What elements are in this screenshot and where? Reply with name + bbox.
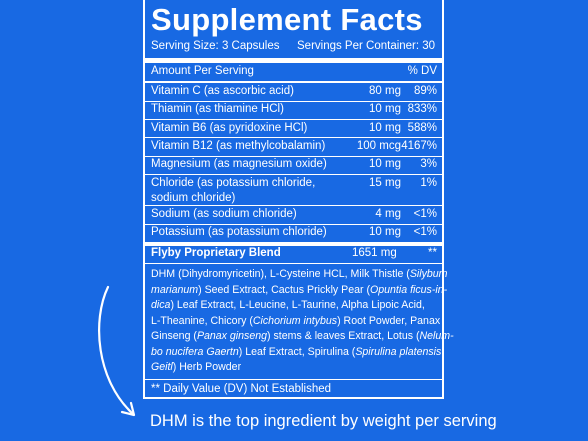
rule	[145, 100, 442, 102]
label-box	[143, 0, 444, 399]
serving-size: Serving Size: 3 Capsules	[151, 40, 280, 52]
nutrient-name: sodium chloride)	[151, 191, 236, 204]
label-title: Supplement Facts	[151, 2, 423, 37]
rule	[145, 263, 442, 265]
ingredient-text: Ginseng (	[151, 330, 197, 343]
caption: DHM is the top ingredient by weight per …	[150, 412, 497, 430]
nutrient-name: Potassium (as potassium chloride)	[151, 226, 327, 239]
rule	[145, 137, 442, 139]
nutrient-amount: 10 mg	[369, 158, 401, 171]
rule	[145, 205, 442, 207]
ingredient-text: DHM (Dihydromyricetin), L-Cysteine HCL, …	[151, 268, 410, 281]
amount-header: Amount Per Serving	[151, 65, 254, 77]
dv-header: % DV	[407, 65, 437, 77]
nutrient-name: Magnesium (as magnesium oxide)	[151, 158, 327, 171]
nutrient-dv: 4167%	[401, 139, 437, 152]
footnote: ** Daily Value (DV) Not Established	[151, 382, 332, 395]
nutrient-amount: 15 mg	[369, 176, 401, 189]
ingredient-text: ) Leaf Extract, Spirulina (	[238, 345, 356, 358]
blend-amount: 1651 mg	[352, 247, 397, 260]
nutrient-amount: 100 mcg	[356, 139, 401, 152]
rule	[145, 155, 442, 157]
ingredient-text: dica	[151, 299, 171, 312]
ingredient-text: ) Herb Powder	[172, 361, 242, 374]
ingredient-line: DHM (Dihydromyricetin), L-Cysteine HCL, …	[151, 268, 448, 280]
rule	[145, 119, 442, 121]
nutrient-dv: <1%	[413, 226, 437, 239]
nutrient-dv: 89%	[413, 85, 437, 97]
nutrient-dv: <1%	[413, 207, 437, 220]
ingredient-line: dica) Leaf Extract, L-Leucine, L-Taurine…	[151, 299, 425, 311]
ingredient-line: L-Theanine, Chicory (Cichorium intybus) …	[151, 315, 440, 327]
thick-rule	[145, 58, 442, 63]
nutrient-name: Chloride (as potassium chloride,	[151, 176, 316, 189]
nutrient-amount: 10 mg	[369, 103, 401, 116]
ingredient-text: Cichorium intybus	[252, 314, 338, 327]
nutrient-name: Vitamin B6 (as pyridoxine HCl)	[151, 121, 308, 134]
ingredient-text: ) Seed Extract, Cactus Prickly Pear (	[198, 283, 371, 296]
nutrient-amount: 10 mg	[369, 226, 401, 239]
ingredient-text: L-Theanine, Chicory (	[151, 314, 253, 327]
nutrient-amount: 10 mg	[369, 121, 401, 134]
ingredient-text: Panax ginseng	[196, 330, 268, 343]
nutrient-name: Thiamin (as thiamine HCl)	[151, 103, 284, 116]
blend-dv: **	[428, 247, 437, 260]
ingredient-text: Geitl	[151, 361, 173, 374]
nutrient-dv: 3%	[420, 158, 437, 171]
ingredient-text: Nelum-	[419, 330, 454, 343]
ingredient-text: ) stems & leaves Extract, Lotus (	[267, 330, 420, 343]
nutrient-dv: 588%	[407, 121, 437, 134]
ingredient-line: bo nucifera Gaertn) Leaf Extract, Spirul…	[151, 346, 441, 358]
nutrient-name: Vitamin B12 (as methylcobalamin)	[151, 139, 326, 152]
nutrient-amount: 80 mg	[369, 85, 401, 97]
rule	[145, 223, 442, 225]
ingredient-text: ) Root Powder, Panax	[337, 314, 441, 327]
ingredient-text: marianum	[151, 283, 199, 296]
rule	[145, 241, 442, 246]
servings-per-container: Servings Per Container: 30	[297, 40, 436, 52]
nutrient-amount: 4 mg	[375, 207, 401, 220]
rule	[145, 81, 442, 83]
blend-name: Flyby Proprietary Blend	[151, 247, 281, 260]
ingredient-text: Opuntia ficus-in-	[370, 283, 448, 296]
ingredient-text: Silybum	[409, 268, 448, 281]
nutrient-name: Vitamin C (as ascorbic acid)	[151, 85, 294, 97]
ingredient-line: marianum) Seed Extract, Cactus Prickly P…	[151, 284, 447, 296]
ingredient-text: Spirulina platensis	[355, 345, 442, 358]
rule	[145, 174, 442, 175]
ingredient-line: Geitl) Herb Powder	[151, 361, 241, 373]
ingredient-line: Ginseng (Panax ginseng) stems & leaves E…	[151, 330, 454, 342]
ingredient-text: bo nucifera Gaertn	[151, 345, 239, 358]
ingredient-text: ) Leaf Extract, L-Leucine, L-Taurine, Al…	[170, 299, 425, 312]
nutrient-name: Sodium (as sodium chloride)	[151, 207, 297, 220]
rule	[145, 378, 442, 380]
nutrient-dv: 833%	[407, 103, 437, 116]
nutrient-dv: 1%	[420, 176, 437, 189]
